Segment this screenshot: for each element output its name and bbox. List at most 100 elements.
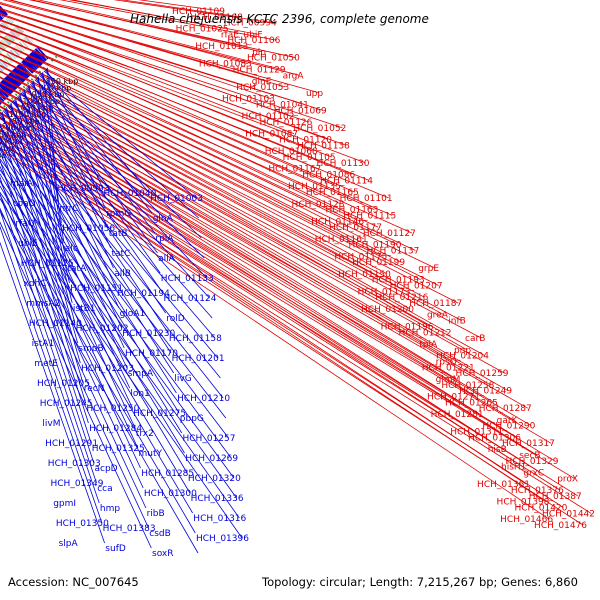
gene-label: hisH1 [501,463,526,473]
cog-band-inner2 [12,48,20,56]
gene-label-leader [0,191,243,539]
cog-band-inner [15,25,23,34]
gene-label: grpE [418,264,439,274]
gene-label: HCH_01349 [51,479,104,489]
gene-label-leader [0,70,459,304]
gene-label: smpA [128,369,154,379]
gene-label: infB [448,317,466,327]
gene-label-leader [0,135,561,491]
gene-label-leader [0,125,180,414]
gene-label: HCH_01175 [334,252,387,262]
gene-label-leader [34,79,202,239]
cog-band-inner [10,30,18,39]
gene-label: ubiE [18,239,38,249]
reverse-cog-band [0,24,6,31]
gene-label-leader [28,85,68,264]
kbp-tick-label: 1150 kbp [2,117,40,126]
gene-label: HCH_00994 [224,19,277,29]
gene-label-leader [0,106,477,397]
reverse-gene-arrow-inner [14,67,27,80]
cog-band-inner [3,37,11,46]
gene-label: HCH_01115 [343,211,396,221]
gene-label: maiA [10,179,34,189]
gene-label-leader [13,99,122,329]
gene-label-leader [0,42,393,216]
gene-label-leader [0,192,97,484]
gene-label: HCH_01350 [56,519,109,529]
gene-label: HCH_01290 [482,422,535,432]
gene-label: HCH_01068 [265,147,318,157]
gene-label: HCH_01204 [436,352,489,362]
gene-label-leader [0,147,584,526]
gene-label-leader [113,0,273,24]
gene-label: HCH_01086 [302,171,355,181]
gene-label-leader [20,92,210,299]
reverse-cog-band [0,32,2,35]
gene-label-leader [0,106,495,403]
gene-label-leader [0,197,196,534]
gene-label-leader [68,0,259,35]
gene-label: carB [465,334,485,344]
gene-label: HCH_01300 [144,489,197,499]
gene-label: HCH_01050 [247,54,300,64]
gene-label-leader [29,83,205,259]
gene-label: HCH_01420 [514,504,567,514]
gene-label: acpD [95,464,118,474]
gene-label-leader [9,0,248,64]
reverse-gene-arrow-inner [2,78,15,92]
cog-band-inner2 [12,48,20,56]
cog-band-inner [2,38,10,46]
reverse-cog-band [6,18,12,25]
gene-label-leader [40,73,153,214]
gene-label: HCH_01258 [441,381,494,391]
gene-label-leader [0,19,295,135]
gene-label: HCH_01087 [245,130,298,140]
cog-band-inner [6,35,13,43]
gene-label: HCH_01129 [233,65,286,75]
gene-label: HCH_01103 [222,95,275,105]
cog-band-inner2 [0,67,4,72]
gene-label-leader [0,94,454,362]
reverse-gene-arrow-inner [0,82,12,96]
gene-label-leader [0,137,136,429]
gene-label: gpmI [53,499,76,509]
gene-label-leader [0,25,366,164]
gene-label: cca [97,484,112,494]
cog-band-inner2 [15,45,23,53]
gene-label: HCH_01106 [227,36,280,46]
gene-label: rpsO [436,358,457,368]
gene-label-leader [0,207,149,529]
gene-label: HCH_01287 [479,404,532,414]
gene-label: HCH_01275 [133,409,186,419]
gene-label-leader [39,75,199,219]
gene-label-leader [0,93,505,374]
gene-label: rfaE_ubiF [221,30,263,40]
gene-label-leader [0,3,320,94]
gene-label: tpiA [419,340,438,350]
gene-label: HCH_01150 [338,270,391,280]
gene-label-leader [120,0,239,18]
gene-label-leader [0,59,402,263]
gene-label-leader [37,76,62,224]
reverse-gene-arrow-inner [32,50,45,63]
reverse-cog-band [6,17,13,24]
gene-label-leader [0,116,224,399]
gene-label-leader [0,158,235,479]
gene-label-leader [0,53,398,245]
gene-label: HCH_01165 [306,188,359,198]
gene-label: soxR [152,549,174,559]
gene-label: HCH_01069 [274,106,327,116]
gene-label-leader [0,77,462,321]
gene-label: HCH_01396 [196,534,249,544]
gene-label-leader [0,129,523,467]
gene-label: allA [158,254,176,264]
gene-label: argA [283,71,305,81]
gene-label: HCH_01126 [259,118,312,128]
gene-label: HCH_01320 [188,474,241,484]
reverse-gene-arrow-inner [0,96,5,102]
reverse-cog-band [0,33,1,35]
gene-label-leader [22,90,117,289]
gene-label: HCH_01383 [103,524,156,534]
gene-label-leader [0,136,229,439]
cog-band-inner [0,44,6,51]
